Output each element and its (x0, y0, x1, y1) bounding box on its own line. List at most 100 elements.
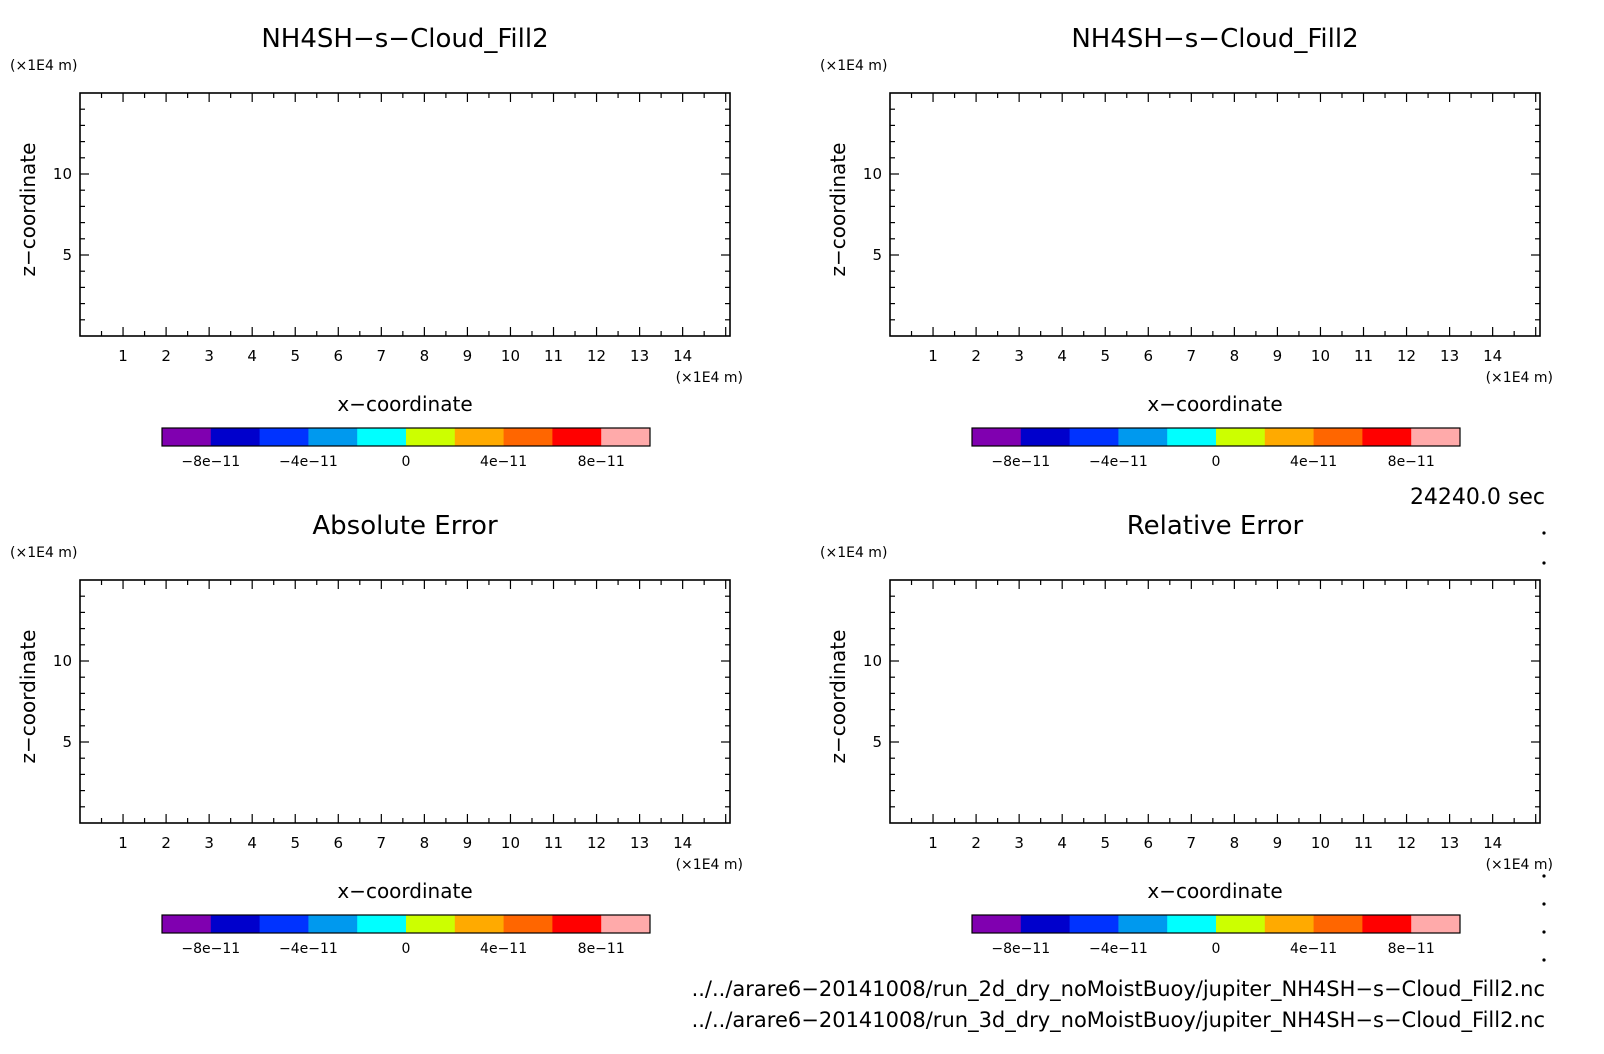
colorbar-swatch (1313, 428, 1363, 446)
x-tick-label: 6 (1144, 347, 1154, 365)
y-unit-label: (×1E4 m) (10, 545, 77, 561)
x-tick-label: 5 (1100, 834, 1110, 852)
panel-3: Absolute Error(×1E4 m)1 2 3 4 5 6 7 8 9 10 11 12 13 1… (10, 511, 743, 957)
colorbar-frame (161, 427, 651, 447)
panel-title: Relative Error (1127, 511, 1304, 541)
colorbar-swatch (308, 428, 358, 446)
colorbar-swatch (406, 915, 456, 933)
colorbar-swatch (1167, 428, 1217, 446)
colorbar-swatch (357, 428, 407, 446)
colorbar-swatch (1264, 915, 1315, 933)
x-tick-label: 9 (463, 834, 473, 852)
x-tick-label: 13 (1440, 834, 1459, 852)
x-tick-label: 5 (1100, 347, 1110, 365)
colorbar-frame (161, 914, 651, 934)
x-unit-label: (×1E4 m) (676, 370, 743, 386)
x-tick-label: 5 (290, 834, 300, 852)
plot-frame (79, 579, 731, 824)
side-dots (1542, 531, 1546, 962)
panels: NH4SH−s−Cloud_Fill2(×1E4 m)1 2 3 4 5 6 7 8 9 10 11… (10, 24, 1553, 957)
colorbar-label: 8e−11 (578, 454, 625, 470)
time-label: 24240.0 sec (1410, 485, 1545, 510)
x-tick-label: 4 (1057, 347, 1067, 365)
colorbar-label: 0 (402, 941, 411, 957)
file-path-2: ../../arare6−20141008/run_3d_dry_noMoist… (692, 1008, 1545, 1033)
x-tick-label: 14 (673, 347, 692, 365)
colorbar-swatch (1216, 428, 1266, 446)
panel-title: NH4SH−s−Cloud_Fill2 (261, 24, 548, 54)
colorbar-swatch (1069, 428, 1119, 446)
y-tick-label: 10 (863, 652, 882, 670)
colorbar-label: −8e−11 (991, 454, 1050, 470)
y-tick-label: 5 (872, 733, 882, 751)
x-axis-label: x−coordinate (337, 392, 472, 416)
x-tick-label: 13 (1440, 347, 1459, 365)
y-tick-label: 5 (62, 733, 72, 751)
x-tick-label: 8 (420, 834, 430, 852)
colorbar-swatch (162, 428, 212, 446)
colorbar: −8e−11 −4e−11 0 4e−11 8e−11 (161, 914, 651, 957)
x-tick-label: 3 (204, 347, 214, 365)
colorbar-swatch (552, 915, 602, 933)
colorbar-swatch (454, 915, 505, 933)
x-tick-label: 12 (1397, 834, 1416, 852)
panel-2: NH4SH−s−Cloud_Fill2(×1E4 m)1 2 3 4 5 6 7 8 9 10 11… (820, 24, 1553, 470)
panel-1: NH4SH−s−Cloud_Fill2(×1E4 m)1 2 3 4 5 6 7 8 9 10 11… (10, 24, 743, 470)
colorbar-swatch (1264, 428, 1315, 446)
colorbar-swatch (454, 428, 505, 446)
colorbar-label: 4e−11 (480, 454, 527, 470)
colorbar-label: 4e−11 (480, 941, 527, 957)
x-tick-label: 8 (420, 347, 430, 365)
x-unit-label: (×1E4 m) (1486, 857, 1553, 873)
panel-4: Relative Error(×1E4 m)1 2 3 4 5 6 7 8 9 10 11 12 13 1… (820, 511, 1553, 957)
x-tick-label: 9 (1273, 834, 1283, 852)
x-tick-label: 11 (1354, 347, 1373, 365)
y-unit-label: (×1E4 m) (10, 58, 77, 74)
colorbar-frame (971, 427, 1461, 447)
plot-frame (79, 92, 731, 337)
y-tick-label: 10 (53, 652, 72, 670)
x-tick-label: 7 (1187, 347, 1197, 365)
colorbar-label: −8e−11 (181, 941, 240, 957)
colorbar-swatch (1118, 915, 1168, 933)
colorbar-swatch (259, 428, 309, 446)
colorbar-swatch (503, 428, 553, 446)
colorbar-swatch (1020, 428, 1071, 446)
colorbar-swatch (1362, 915, 1412, 933)
dot-mark (1542, 561, 1546, 565)
y-tick-label: 5 (62, 246, 72, 264)
x-tick-label: 14 (1483, 347, 1502, 365)
x-tick-label: 14 (673, 834, 692, 852)
colorbar-label: 8e−11 (578, 941, 625, 957)
x-tick-label: 2 (161, 834, 171, 852)
x-tick-label: 10 (501, 834, 520, 852)
colorbar-label: −4e−11 (1089, 454, 1148, 470)
x-unit-label: (×1E4 m) (676, 857, 743, 873)
x-tick-label: 10 (501, 347, 520, 365)
x-tick-label: 12 (1397, 347, 1416, 365)
colorbar-label: 4e−11 (1290, 941, 1337, 957)
colorbar: −8e−11 −4e−11 0 4e−11 8e−11 (971, 427, 1461, 470)
y-tick-label: 10 (53, 165, 72, 183)
y-axis-label: z−coordinate (826, 630, 850, 764)
x-tick-label: 1 (118, 834, 128, 852)
file-path-1: ../../arare6−20141008/run_2d_dry_noMoist… (692, 977, 1545, 1002)
plot-frame (889, 579, 1541, 824)
panel-title: NH4SH−s−Cloud_Fill2 (1071, 24, 1358, 54)
colorbar-swatch (972, 428, 1022, 446)
x-unit-label: (×1E4 m) (1486, 370, 1553, 386)
y-unit-label: (×1E4 m) (820, 545, 887, 561)
x-tick-label: 2 (971, 347, 981, 365)
x-axis-label: x−coordinate (1147, 879, 1282, 903)
dot-mark (1542, 874, 1546, 878)
colorbar-swatch (308, 915, 358, 933)
colorbar-swatch (210, 915, 261, 933)
x-tick-label: 4 (247, 834, 257, 852)
x-tick-label: 3 (1014, 347, 1024, 365)
colorbar-label: −4e−11 (279, 941, 338, 957)
x-tick-label: 11 (544, 834, 563, 852)
dot-mark (1542, 930, 1546, 934)
x-tick-label: 4 (247, 347, 257, 365)
colorbar-label: 8e−11 (1388, 454, 1435, 470)
dot-mark (1542, 902, 1546, 906)
